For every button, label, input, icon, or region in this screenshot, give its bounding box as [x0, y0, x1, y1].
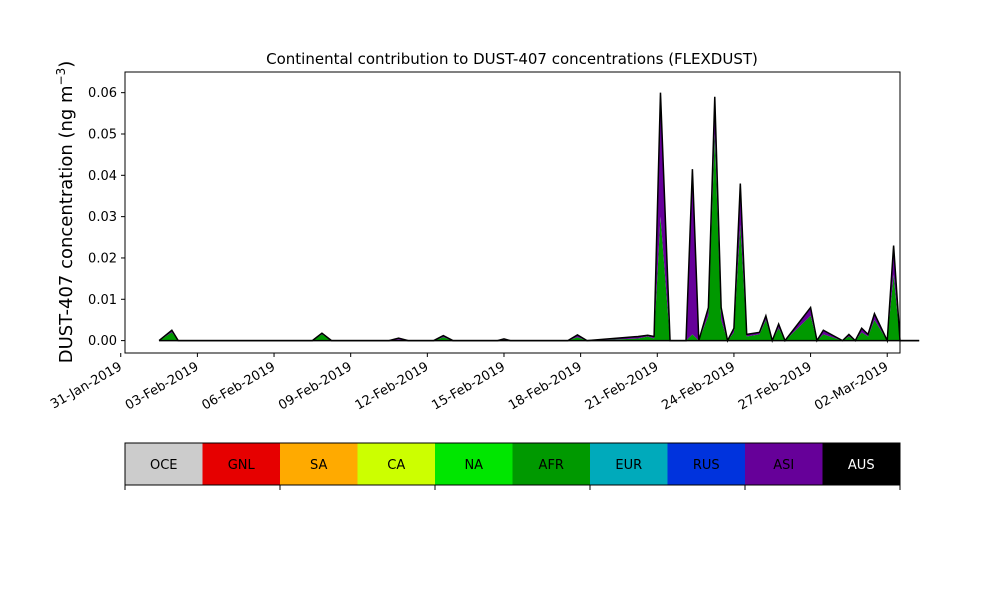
plot-frame	[124, 71, 901, 354]
plot-area	[158, 92, 920, 344]
colorbar-swatch-na	[435, 443, 513, 485]
x-tick-label: 09-Feb-2019	[276, 359, 355, 413]
colorbar-label-gnl: GNL	[228, 458, 256, 473]
x-tick-label: 24-Feb-2019	[659, 359, 738, 413]
y-tick-label: 0.04	[88, 169, 117, 184]
y-axis-label: DUST-407 concentration (ng m−3)	[54, 61, 77, 364]
colorbar-label-asi: ASI	[773, 458, 794, 473]
colorbar-swatch-eur	[590, 443, 668, 485]
series-area-afr	[159, 133, 920, 341]
colorbar: OCE GNL SA CA NA AFR EUR RUS ASI AUS	[124, 442, 901, 490]
x-axis: 31-Jan-201903-Feb-201906-Feb-201909-Feb-…	[48, 353, 891, 414]
colorbar-label-oce: OCE	[150, 458, 178, 473]
colorbar-label-na: NA	[464, 458, 483, 473]
y-tick-label: 0.05	[88, 127, 117, 142]
x-tick-label: 31-Jan-2019	[48, 359, 125, 412]
y-tick-label: 0.06	[88, 86, 117, 101]
y-tick-label: 0.01	[88, 293, 117, 308]
colorbar-label-sa: SA	[310, 458, 327, 473]
y-axis: 0.00 0.01 0.02 0.03 0.04 0.05 0.06	[88, 86, 125, 349]
x-tick-label: 15-Feb-2019	[429, 359, 508, 413]
colorbar-swatch-aus	[822, 443, 901, 485]
y-axis-unit-exponent: −3	[54, 68, 68, 86]
colorbar-swatch-oce	[125, 443, 203, 485]
colorbar-swatch-afr	[512, 443, 591, 485]
colorbar-label-aus: AUS	[848, 458, 875, 473]
colorbar-label-afr: AFR	[539, 458, 564, 473]
x-tick-label: 06-Feb-2019	[199, 359, 278, 413]
colorbar-swatch-gnl	[202, 443, 281, 485]
x-tick-label: 18-Feb-2019	[506, 359, 585, 413]
colorbar-swatch-sa	[280, 443, 358, 485]
series-area-asi	[159, 92, 920, 341]
chart-title: Continental contribution to DUST-407 con…	[266, 50, 758, 68]
x-tick-label: 02-Mar-2019	[812, 359, 891, 413]
x-tick-label: 27-Feb-2019	[736, 359, 815, 413]
colorbar-swatch-rus	[667, 443, 746, 485]
colorbar-swatch-ca	[357, 443, 436, 485]
x-tick-label: 12-Feb-2019	[353, 359, 432, 413]
colorbar-frame	[124, 442, 901, 486]
y-tick-label: 0.00	[88, 334, 117, 349]
colorbar-swatch-asi	[745, 443, 823, 485]
colorbar-label-ca: CA	[387, 458, 405, 473]
x-tick-label: 21-Feb-2019	[583, 359, 662, 413]
x-tick-label: 03-Feb-2019	[123, 359, 202, 413]
y-tick-label: 0.03	[88, 210, 117, 225]
total-outline	[158, 92, 920, 344]
colorbar-label-eur: EUR	[615, 458, 642, 473]
y-tick-label: 0.02	[88, 251, 117, 266]
colorbar-label-rus: RUS	[693, 458, 720, 473]
